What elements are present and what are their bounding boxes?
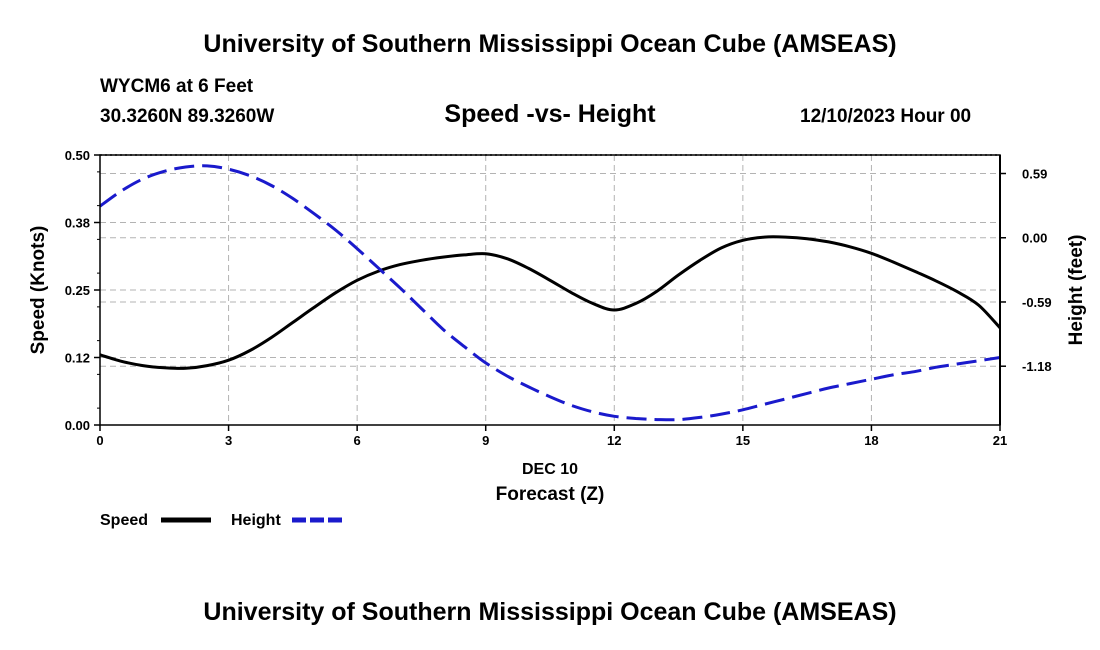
legend-label-speed: Speed bbox=[100, 512, 148, 529]
x-axis-title: Forecast (Z) bbox=[496, 484, 605, 505]
y2-tick-label: 0.59 bbox=[1022, 167, 1047, 182]
y-tick-label: 0.12 bbox=[65, 351, 90, 366]
x-tick-label: 12 bbox=[607, 433, 621, 448]
series-speed-line bbox=[99, 235, 1002, 370]
chart-subtitle: Speed -vs- Height bbox=[444, 100, 656, 128]
x-tick-label: 9 bbox=[482, 433, 489, 448]
station-label: WYCM6 at 6 Feet bbox=[100, 76, 254, 97]
y2-axis-title: Height (feet) bbox=[1066, 235, 1087, 346]
coordinates-label: 30.3260N 89.3260W bbox=[100, 106, 275, 127]
forecast-date: 12/10/2023 Hour 00 bbox=[800, 106, 972, 127]
grid-layer bbox=[100, 155, 1000, 425]
x-tick-label: 15 bbox=[736, 433, 750, 448]
y2-tick-label: -1.18 bbox=[1022, 359, 1052, 374]
series-layer bbox=[99, 164, 1002, 422]
y2-tick-label: -0.59 bbox=[1022, 295, 1052, 310]
x-tick-label: 0 bbox=[96, 433, 103, 448]
legend-label-height: Height bbox=[231, 512, 281, 529]
y-tick-label: 0.50 bbox=[65, 148, 90, 163]
labels-layer: 0 3 6 9 12 15 18 21 0.00 0.12 0.25 0.38 0.50 0.59 0.00… bbox=[28, 148, 1087, 505]
x-tick-label: 18 bbox=[864, 433, 878, 448]
y2-tick-label: 0.00 bbox=[1022, 231, 1047, 246]
y-axis-title: Speed (Knots) bbox=[28, 226, 49, 355]
axes-layer bbox=[94, 154, 1006, 431]
x-tick-label: 6 bbox=[354, 433, 361, 448]
y-tick-label: 0.38 bbox=[65, 216, 90, 231]
y-tick-label: 0.25 bbox=[65, 283, 90, 298]
legend: Speed Height bbox=[100, 512, 342, 529]
chart-title: University of Southern Mississippi Ocean… bbox=[203, 30, 897, 58]
series-height-line bbox=[99, 164, 1001, 422]
footer-title: University of Southern Mississippi Ocean… bbox=[203, 598, 897, 626]
x-tick-label: 3 bbox=[225, 433, 232, 448]
x-axis-date: DEC 10 bbox=[522, 461, 578, 478]
x-tick-label: 21 bbox=[993, 433, 1007, 448]
y-tick-label: 0.00 bbox=[65, 418, 90, 433]
